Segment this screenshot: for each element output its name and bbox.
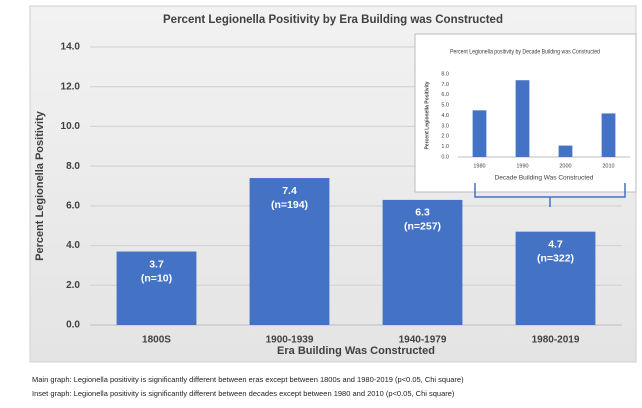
y-tick-label: 10.0 xyxy=(61,121,81,132)
y-tick-label: 8.0 xyxy=(66,161,80,172)
bar xyxy=(515,231,596,325)
value-label: 4.7 xyxy=(548,238,563,250)
value-label: 3.7 xyxy=(149,258,164,270)
n-label: (n=10) xyxy=(141,272,172,284)
x-tick-label: 1900-1939 xyxy=(266,335,314,346)
x-tick-label: 1940-1979 xyxy=(399,335,447,346)
x-tick-label: 2000 xyxy=(559,163,571,169)
y-tick-label: 8.0 xyxy=(441,71,449,77)
y-axis-label: Percent Legionella Positivity xyxy=(34,110,46,261)
x-tick-label: 1990 xyxy=(516,163,528,169)
bar xyxy=(382,199,463,325)
inset-bracket xyxy=(474,183,626,207)
y-tick-label: 0.0 xyxy=(441,154,449,160)
x-tick-label: 2010 xyxy=(602,163,614,169)
y-tick-label: 14.0 xyxy=(61,42,81,53)
bar xyxy=(558,145,573,157)
n-label: (n=257) xyxy=(404,221,441,233)
x-tick-label: 1800S xyxy=(142,335,171,346)
n-label: (n=322) xyxy=(537,252,574,264)
y-tick-label: 0.0 xyxy=(66,320,80,331)
bar xyxy=(249,178,330,325)
y-tick-label: 2.0 xyxy=(441,134,449,140)
bar xyxy=(116,251,197,325)
caption-line: Main graph: Legionella positivity is sig… xyxy=(32,375,464,384)
y-tick-label: 4.0 xyxy=(441,113,449,119)
x-tick-label: 1980-2019 xyxy=(532,335,580,346)
x-axis-label: Decade Building Was Constructed xyxy=(495,175,594,182)
bar xyxy=(515,80,530,157)
y-tick-label: 6.0 xyxy=(66,200,80,211)
bar xyxy=(601,113,616,157)
y-tick-label: 6.0 xyxy=(441,92,449,98)
caption-line: Inset graph: Legionella positivity is si… xyxy=(32,389,455,398)
y-axis-label: Percent Legionella Positivity xyxy=(424,81,430,149)
chart-title: Percent Legionella positivity by Decade … xyxy=(450,49,600,56)
y-tick-label: 12.0 xyxy=(61,81,81,92)
x-axis-label: Era Building Was Constructed xyxy=(277,345,435,357)
bar xyxy=(472,110,487,157)
y-tick-label: 4.0 xyxy=(66,240,80,251)
value-label: 7.4 xyxy=(282,185,297,197)
chart-title: Percent Legionella Positivity by Era Bui… xyxy=(163,14,503,26)
y-tick-label: 1.0 xyxy=(441,144,449,150)
y-tick-label: 3.0 xyxy=(441,123,449,129)
y-tick-label: 2.0 xyxy=(66,280,80,291)
y-tick-label: 5.0 xyxy=(441,103,449,109)
n-label: (n=194) xyxy=(271,199,308,211)
inset-chart: Percent Legionella positivity by Decade … xyxy=(424,49,630,182)
y-tick-label: 7.0 xyxy=(441,82,449,88)
x-tick-label: 1980 xyxy=(473,163,485,169)
value-label: 6.3 xyxy=(415,207,430,219)
